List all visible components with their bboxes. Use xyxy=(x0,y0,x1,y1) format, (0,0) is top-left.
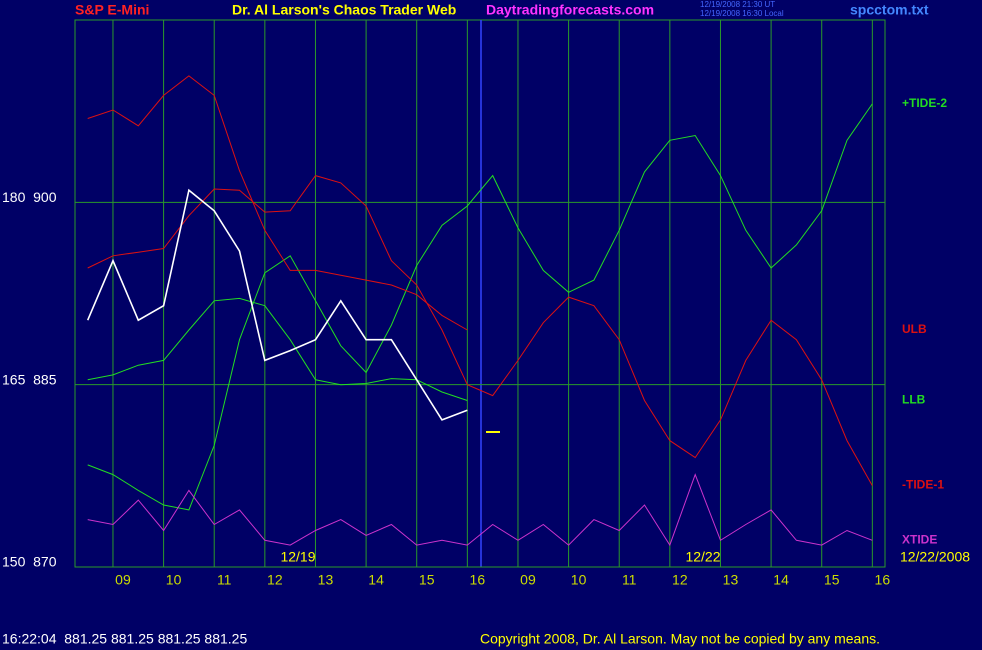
timestamp: 12/19/2008 21:30 UT xyxy=(700,0,775,9)
x-tick-label: 14 xyxy=(773,572,789,588)
series-line xyxy=(87,103,873,511)
x-tick-label: 15 xyxy=(824,572,840,588)
symbol: S&P E-Mini xyxy=(75,2,149,18)
x-tick-label: 15 xyxy=(419,572,435,588)
date-annotation: 12/22/2008 xyxy=(900,549,970,565)
series-line xyxy=(87,473,873,547)
chart-title: Dr. Al Larson's Chaos Trader Web xyxy=(232,2,456,18)
x-tick-label: 16 xyxy=(875,572,891,588)
x-tick-label: 14 xyxy=(368,572,384,588)
series-line xyxy=(87,175,873,486)
series-line xyxy=(87,75,468,331)
timestamp: 12/19/2008 16:30 Local xyxy=(700,9,784,18)
status: 16:22:04 881.25 881.25 881.25 881.25 xyxy=(2,631,247,647)
x-tick-label: 09 xyxy=(115,572,131,588)
x-tick-label: 10 xyxy=(571,572,587,588)
x-tick-label: 13 xyxy=(723,572,739,588)
x-tick-label: 12 xyxy=(267,572,283,588)
y-tick-label: 180 900 xyxy=(2,189,57,205)
series-label: XTIDE xyxy=(902,532,937,546)
x-tick-label: 11 xyxy=(622,572,637,588)
series-line xyxy=(87,297,468,401)
x-tick-label: 10 xyxy=(166,572,182,588)
series-label: ULB xyxy=(902,322,927,336)
series-label: -TIDE-1 xyxy=(902,478,944,492)
site: Daytradingforecasts.com xyxy=(486,2,654,18)
x-tick-label: 16 xyxy=(470,572,486,588)
x-tick-label: 11 xyxy=(217,572,232,588)
x-tick-label: 13 xyxy=(318,572,334,588)
date-annotation: 12/22 xyxy=(685,549,720,565)
y-tick-label: 165 885 xyxy=(2,371,57,387)
file-name: spcctom.txt xyxy=(850,2,929,18)
copyright: Copyright 2008, Dr. Al Larson. May not b… xyxy=(480,631,880,647)
series-label: LLB xyxy=(902,393,926,407)
series-line xyxy=(86,188,468,421)
x-tick-label: 09 xyxy=(520,572,536,588)
x-tick-label: 12 xyxy=(672,572,688,588)
y-tick-label: 150 870 xyxy=(2,554,57,570)
series-label: +TIDE-2 xyxy=(902,96,947,110)
date-annotation: 12/19 xyxy=(280,549,315,565)
